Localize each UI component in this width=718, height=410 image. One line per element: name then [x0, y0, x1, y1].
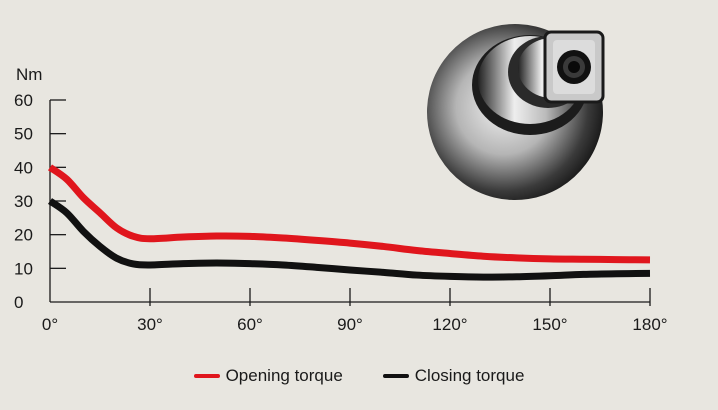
- y-tick-label: 20: [14, 226, 33, 245]
- y-tick-label: 30: [14, 192, 33, 211]
- x-tick-label: 60°: [237, 315, 263, 334]
- y-tick-label: 60: [14, 91, 33, 110]
- x-tick-label: 30°: [137, 315, 163, 334]
- x-tick-label: 90°: [337, 315, 363, 334]
- series-line-opening: [47, 164, 651, 264]
- hinge-product-image: [427, 24, 605, 200]
- legend-label-closing: Closing torque: [414, 366, 525, 385]
- y-tick-label: 0: [14, 293, 23, 312]
- legend-label-opening: Opening torque: [225, 366, 343, 385]
- y-axis-label: Nm: [16, 65, 42, 84]
- x-tick-label: 180°: [632, 315, 667, 334]
- y-tick-label: 40: [14, 158, 33, 177]
- x-tick-label: 120°: [432, 315, 467, 334]
- legend-swatch-opening: [193, 374, 220, 378]
- legend-item-opening: Opening torque: [193, 366, 343, 386]
- chart-legend: Opening torque Closing torque: [0, 366, 718, 386]
- chart-series: [47, 164, 651, 281]
- legend-item-closing: Closing torque: [382, 366, 525, 386]
- legend-swatch-closing: [382, 374, 409, 378]
- y-tick-label: 10: [14, 259, 33, 278]
- x-tick-label: 150°: [532, 315, 567, 334]
- y-tick-label: 50: [14, 125, 33, 144]
- series-line-closing: [47, 198, 651, 281]
- chart-axes: Nm 0 10 20 30 40 50 60 0° 30° 60° 90° 120° 150° 180°: [14, 65, 668, 334]
- x-tick-label: 0°: [42, 315, 58, 334]
